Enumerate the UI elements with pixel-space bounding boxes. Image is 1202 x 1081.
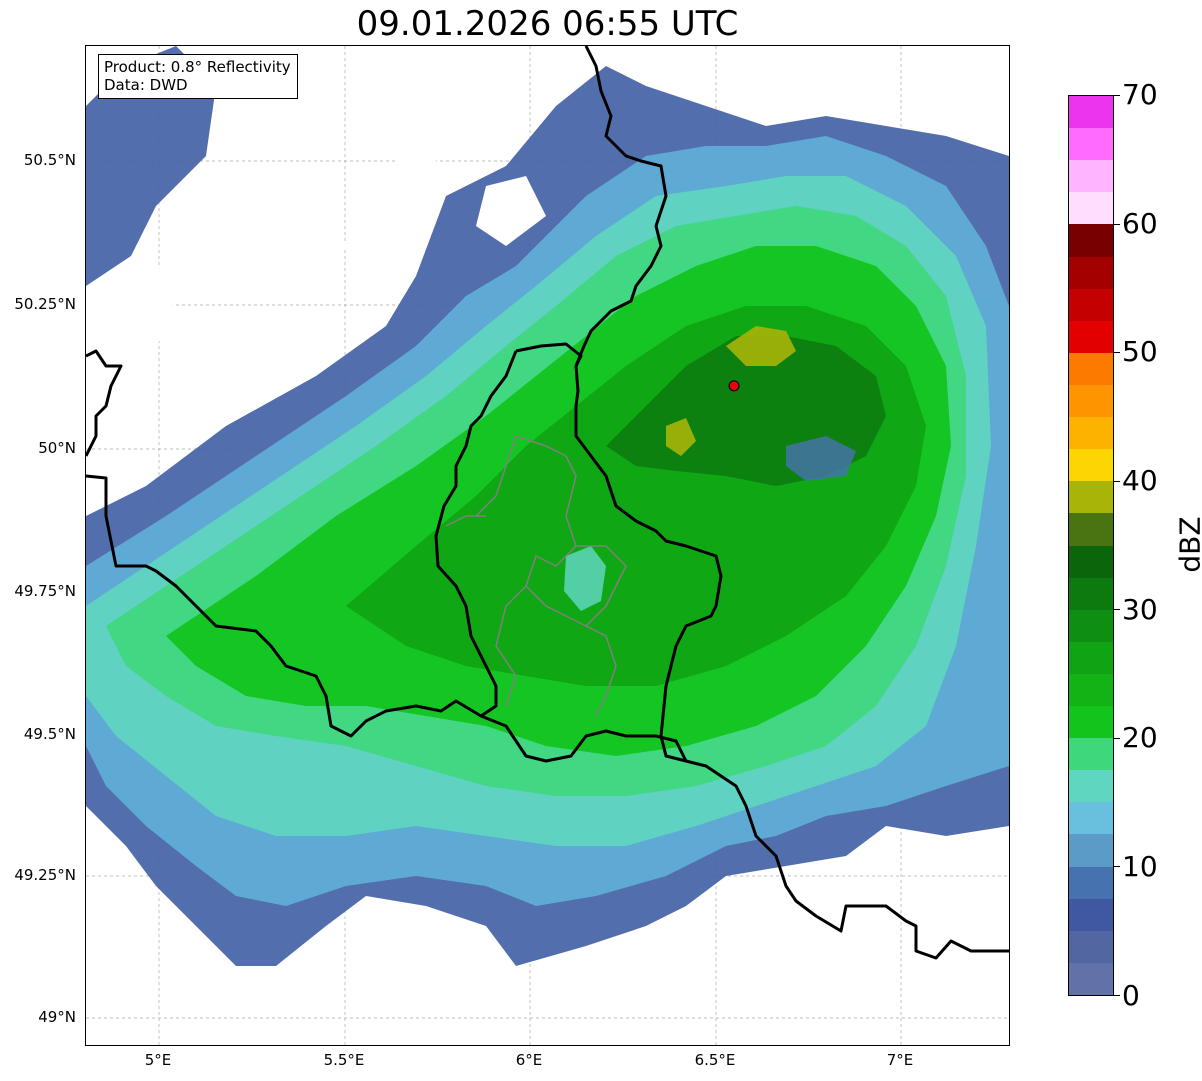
- colorbar-tick-mark: [1114, 866, 1120, 868]
- colorbar-segment: [1069, 769, 1113, 803]
- colorbar-segment: [1069, 256, 1113, 289]
- lat-tick-50.5: 50.5°N: [23, 151, 76, 169]
- colorbar-segment: [1069, 609, 1113, 642]
- lat-tick-49: 49°N: [38, 1008, 76, 1026]
- cbar-tick-30: 30: [1122, 593, 1158, 626]
- reflectivity-field: [86, 46, 1009, 966]
- cbar-tick-70: 70: [1122, 78, 1158, 111]
- echo-blue-pocket: [786, 436, 856, 481]
- colorbar-segment: [1069, 833, 1113, 867]
- colorbar-segment: [1069, 480, 1113, 514]
- cbar-tick-40: 40: [1122, 464, 1158, 497]
- colorbar-tick-mark: [1114, 95, 1120, 96]
- lat-tick-49.25: 49.25°N: [14, 866, 76, 884]
- colorbar-segment: [1069, 705, 1113, 739]
- colorbar-segment: [1069, 801, 1113, 835]
- colorbar-segment: [1069, 641, 1113, 674]
- colorbar-segment: [1069, 577, 1113, 610]
- radar-site-marker[interactable]: [728, 380, 740, 392]
- colorbar-segment: [1069, 962, 1113, 995]
- lon-tick-6.5: 6.5°E: [694, 1051, 736, 1069]
- no-echo-gap: [86, 146, 546, 426]
- colorbar-segment: [1069, 737, 1113, 771]
- colorbar-tick-mark: [1114, 609, 1120, 611]
- colorbar-segment: [1069, 127, 1113, 161]
- colorbar-segment: [1069, 288, 1113, 321]
- cbar-tick-50: 50: [1122, 335, 1158, 368]
- colorbar-segment: [1069, 320, 1113, 353]
- colorbar-segment: [1069, 512, 1113, 546]
- district-borders: [445, 435, 627, 717]
- colorbar-segment: [1069, 416, 1113, 450]
- lon-tick-5: 5°E: [144, 1051, 172, 1069]
- country-borders: [86, 46, 1009, 960]
- colorbar-segment: [1069, 673, 1113, 707]
- colorbar-segment: [1069, 898, 1113, 931]
- colorbar-segment: [1069, 352, 1113, 385]
- cbar-tick-60: 60: [1122, 207, 1158, 240]
- product-info-box: Product: 0.8° Reflectivity Data: DWD: [98, 54, 298, 99]
- cbar-tick-0: 0: [1122, 979, 1140, 1012]
- colorbar-tick-mark: [1114, 480, 1120, 482]
- colorbar-segment: [1069, 223, 1113, 257]
- colorbar-segment: [1069, 95, 1113, 129]
- echo-yellow-core: [666, 326, 796, 456]
- colorbar-tick-mark: [1114, 995, 1120, 996]
- radar-map[interactable]: [86, 46, 1009, 1045]
- colorbar-segment: [1069, 191, 1113, 225]
- colorbar-segment: [1069, 159, 1113, 193]
- colorbar-tick-mark: [1114, 737, 1120, 739]
- luxembourg-border: [434, 342, 583, 718]
- colorbar-segment: [1069, 448, 1113, 482]
- lon-tick-5.5: 5.5°E: [323, 1051, 365, 1069]
- map-title: 09.01.2026 06:55 UTC: [356, 4, 739, 44]
- colorbar: [1068, 95, 1114, 996]
- lon-tick-7: 7°E: [886, 1051, 914, 1069]
- lat-tick-50: 50°N: [38, 439, 76, 457]
- colorbar-segment: [1069, 545, 1113, 578]
- data-source-label: Data: DWD: [104, 76, 188, 94]
- lat-tick-49.75: 49.75°N: [14, 582, 76, 600]
- lat-tick-50.25: 50.25°N: [14, 295, 76, 313]
- lat-tick-49.5: 49.5°N: [23, 725, 76, 743]
- cbar-tick-20: 20: [1122, 721, 1158, 754]
- lon-tick-6: 6°E: [515, 1051, 543, 1069]
- map-area[interactable]: [85, 45, 1010, 1046]
- cbar-tick-10: 10: [1122, 850, 1158, 883]
- colorbar-segment: [1069, 866, 1113, 899]
- colorbar-label: dBZ: [1173, 516, 1202, 573]
- colorbar-segment: [1069, 930, 1113, 963]
- echo-cyan-pocket: [564, 546, 606, 611]
- colorbar-segment: [1069, 384, 1113, 418]
- product-label: Product: 0.8° Reflectivity: [104, 58, 291, 76]
- colorbar-tick-mark: [1114, 223, 1120, 225]
- colorbar-tick-mark: [1114, 352, 1120, 354]
